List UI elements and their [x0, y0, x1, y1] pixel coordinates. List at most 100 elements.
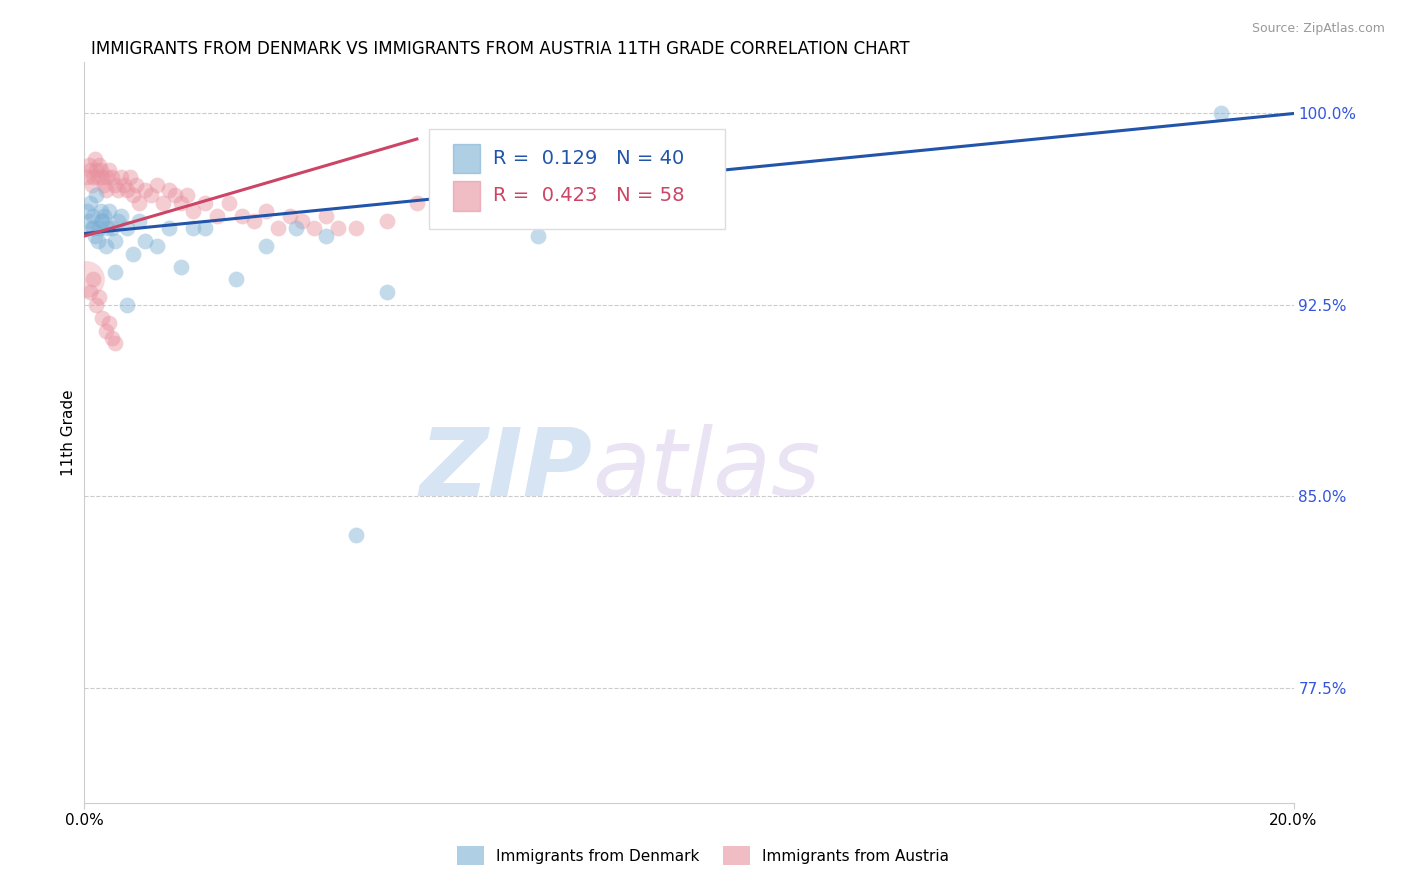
Point [194, 221, 217, 235]
Point [97, 162, 120, 177]
Point [346, 221, 368, 235]
Point [100, 170, 122, 185]
Point [97, 316, 120, 330]
Point [89, 221, 111, 235]
Point [146, 178, 169, 192]
Point [346, 527, 368, 541]
Point [110, 209, 132, 223]
Point [157, 183, 180, 197]
Point [93, 209, 115, 223]
Point [121, 188, 143, 202]
Point [100, 331, 122, 345]
Point [115, 298, 138, 312]
Point [125, 178, 148, 192]
Point [80, 221, 103, 235]
Point [96, 170, 118, 185]
Legend: Immigrants from Denmark, Immigrants from Austria: Immigrants from Denmark, Immigrants from… [450, 840, 956, 871]
Point [77, 213, 100, 227]
Point [80, 178, 103, 192]
Point [79, 285, 101, 300]
Point [207, 209, 229, 223]
Point [110, 170, 132, 185]
Point [115, 183, 138, 197]
Point [104, 336, 127, 351]
Point [82, 272, 104, 286]
Point [82, 170, 104, 185]
Point [1209, 106, 1232, 120]
Point [254, 203, 277, 218]
Point [121, 247, 143, 261]
Point [104, 234, 127, 248]
Point [91, 170, 114, 185]
Point [84, 229, 107, 244]
Point [176, 188, 198, 202]
Point [194, 195, 217, 210]
Point [86, 234, 108, 248]
Text: IMMIGRANTS FROM DENMARK VS IMMIGRANTS FROM AUSTRIA 11TH GRADE CORRELATION CHART: IMMIGRANTS FROM DENMARK VS IMMIGRANTS FR… [91, 40, 910, 58]
Point [104, 178, 127, 192]
Point [170, 195, 193, 210]
Point [82, 221, 104, 235]
Point [107, 183, 129, 197]
Point [86, 298, 108, 312]
Point [84, 153, 107, 167]
Point [134, 183, 156, 197]
Point [94, 183, 117, 197]
Point [128, 195, 150, 210]
FancyBboxPatch shape [429, 129, 725, 229]
Point [100, 221, 122, 235]
Point [218, 195, 240, 210]
Point [115, 221, 138, 235]
Point [91, 213, 114, 227]
Point [107, 213, 129, 227]
FancyBboxPatch shape [453, 144, 479, 173]
Point [91, 310, 114, 325]
Y-axis label: 11th Grade: 11th Grade [60, 389, 76, 476]
Point [76, 203, 98, 218]
Point [77, 157, 100, 171]
Point [527, 229, 550, 244]
Point [242, 213, 264, 227]
Point [90, 203, 112, 218]
Point [375, 213, 398, 227]
Point [79, 162, 101, 177]
Point [90, 162, 112, 177]
Point [86, 188, 108, 202]
Point [139, 188, 162, 202]
FancyBboxPatch shape [453, 181, 479, 211]
Point [104, 265, 127, 279]
Point [86, 162, 108, 177]
Point [285, 221, 308, 235]
Point [91, 213, 114, 227]
Point [302, 221, 325, 235]
Point [267, 221, 290, 235]
Point [231, 209, 253, 223]
Point [89, 290, 111, 304]
Point [82, 209, 104, 223]
Point [254, 239, 277, 253]
Point [375, 285, 398, 300]
Point [181, 203, 204, 218]
Point [93, 178, 115, 192]
Point [165, 188, 187, 202]
Point [291, 213, 314, 227]
Text: atlas: atlas [592, 424, 821, 516]
Point [96, 221, 118, 235]
Point [146, 239, 169, 253]
Point [94, 324, 117, 338]
Point [79, 195, 101, 210]
Point [118, 170, 141, 185]
Point [328, 221, 350, 235]
Point [112, 178, 135, 192]
Point [315, 229, 337, 244]
Point [315, 209, 337, 223]
Point [181, 221, 204, 235]
Point [75, 272, 97, 286]
Text: Source: ZipAtlas.com: Source: ZipAtlas.com [1251, 22, 1385, 36]
Point [278, 209, 301, 223]
Point [170, 260, 193, 274]
Point [94, 239, 117, 253]
Text: R =  0.129   N = 40: R = 0.129 N = 40 [494, 149, 685, 169]
Point [152, 195, 174, 210]
Point [128, 213, 150, 227]
